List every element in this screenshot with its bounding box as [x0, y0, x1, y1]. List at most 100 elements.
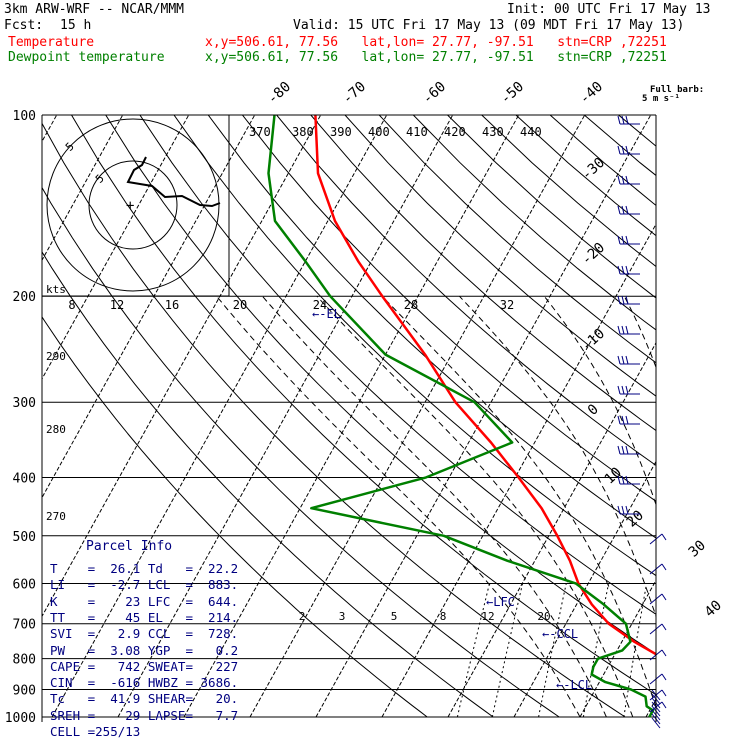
isotherm-label: 0 — [585, 401, 602, 419]
pressure-tick-label: 700 — [13, 618, 36, 633]
marker-el: ←-EL — [312, 307, 341, 321]
wind-barb — [617, 145, 640, 155]
barb-legend-title: Full barb: — [650, 85, 705, 95]
model-title: 3km ARW-WRF -- NCAR/MMM — [4, 2, 185, 17]
wind-barb — [649, 563, 667, 575]
dry-adiabat — [71, 115, 656, 696]
dry-adiabat — [378, 115, 656, 364]
isotherm-label: -50 — [498, 79, 528, 108]
isotherm-label: -30 — [579, 155, 609, 184]
hodograph-ring — [46, 118, 220, 292]
wind-barb — [617, 325, 640, 335]
isotherm-label: -70 — [340, 79, 370, 108]
wind-barb — [617, 115, 640, 125]
parcel-info-row: LI = -2.7 LCL = 883. — [50, 577, 239, 593]
moist-adiabat — [623, 295, 656, 369]
mixing-ratio-label: 3 — [339, 610, 346, 623]
theta-label: 290 — [46, 350, 66, 363]
isotherm-line — [579, 579, 656, 718]
dewpoint-trace — [267, 115, 655, 718]
isotherm-line — [315, 115, 652, 718]
hodograph-trace — [126, 156, 221, 208]
forecast-hours: 15 h — [60, 18, 92, 33]
dry-adiabat — [42, 316, 428, 718]
wind-barb — [617, 175, 640, 185]
wind-barb — [649, 593, 667, 605]
pressure-tick-label: 1000 — [5, 711, 36, 726]
wind-barb — [617, 385, 640, 395]
init-time: Init: 00 UTC Fri 17 May 13 — [507, 2, 711, 17]
dry-adiabat — [583, 115, 656, 177]
theta-label: 380 — [292, 125, 314, 139]
mixing-ratio-label: 5 — [391, 610, 398, 623]
hodograph-unit-label: kts — [46, 283, 66, 296]
wind-barb — [617, 205, 640, 215]
isotherm-line — [712, 115, 740, 717]
isotherm-line — [513, 460, 656, 718]
parcel-info-row: T = 26.1 Td = 22.2 — [50, 561, 239, 576]
isotherm-label: 30 — [686, 537, 709, 560]
hodograph-speed-label: 28 — [404, 298, 418, 312]
isotherm-line — [51, 115, 388, 718]
isotherm-line — [249, 115, 586, 718]
parcel-info-row: TT = 45 EL = 214. — [50, 609, 239, 625]
mixing-ratio-line — [582, 583, 610, 718]
wind-barb — [617, 265, 640, 275]
isotherm-line — [42, 115, 190, 380]
pressure-tick-label: 800 — [13, 653, 36, 668]
pressure-tick-label: 500 — [13, 530, 36, 545]
isotherm-label: 40 — [702, 597, 725, 620]
wind-barb — [617, 445, 640, 455]
dry-adiabat — [105, 115, 656, 655]
temperature-trace — [314, 115, 656, 656]
mixing-ratio-label: 8 — [440, 610, 447, 623]
mixing-ratio-label: 2 — [299, 610, 306, 623]
moist-adiabat — [459, 295, 656, 619]
hodograph-speed-label: 8 — [68, 298, 75, 312]
isotherm-label: -80 — [265, 79, 295, 108]
isotherm-line — [645, 697, 656, 718]
hodograph-speed-label: 16 — [165, 298, 179, 312]
mixing-ratio-line — [677, 583, 697, 717]
isotherm-line — [447, 341, 656, 718]
parcel-info-row: SREH = 29 LAPSE= 7.7 — [50, 707, 239, 723]
isotherm-line — [42, 115, 124, 262]
hodograph-speed-label: 32 — [500, 298, 514, 312]
theta-label: 390 — [330, 125, 352, 139]
wind-barb — [649, 623, 667, 635]
theta-label: 430 — [482, 125, 504, 139]
parcel-info-row: CAPE = 742 SWEAT= 227 — [50, 658, 239, 674]
dry-adiabat — [276, 115, 656, 467]
legend-dewpoint: Dewpoint temperature — [8, 50, 165, 65]
valid-time: Valid: 15 UTC Fri 17 May 13 (09 MDT Fri … — [293, 18, 685, 33]
wind-barb — [617, 295, 640, 305]
wind-barb — [617, 505, 640, 515]
hodograph-speed-label: 20 — [233, 298, 247, 312]
marker-ccl: ←-CCL — [542, 627, 578, 641]
theta-label: 280 — [46, 423, 66, 436]
pressure-tick-label: 400 — [13, 471, 36, 486]
wind-barb — [617, 415, 640, 425]
parcel-info-row: CELL =255/13 — [50, 724, 141, 739]
moist-adiabat — [262, 295, 607, 718]
moist-adiabat — [216, 295, 581, 718]
pressure-tick-label: 100 — [13, 109, 36, 124]
theta-label: 440 — [520, 125, 542, 139]
hodograph-speed-label: 24 — [313, 298, 327, 312]
hodograph-speed-label: 12 — [110, 298, 124, 312]
wind-barb — [617, 235, 640, 245]
wind-barb — [617, 355, 640, 365]
moist-adiabat — [381, 295, 656, 709]
parcel-info-row: PW = 3.08 YGP = 0.2 — [50, 642, 239, 658]
hodograph-origin: + — [126, 198, 134, 214]
isotherm-line — [42, 115, 322, 618]
dry-adiabat — [310, 115, 656, 432]
theta-label: 270 — [46, 510, 66, 523]
dry-adiabat — [42, 186, 560, 718]
dry-adiabat — [242, 115, 656, 502]
wind-barb — [649, 673, 667, 685]
marker-lfc: ←LFC — [486, 595, 515, 609]
parcel-info-row: Tc = 41.9 SHEAR= 20. — [50, 691, 239, 707]
theta-label: 370 — [249, 125, 271, 139]
